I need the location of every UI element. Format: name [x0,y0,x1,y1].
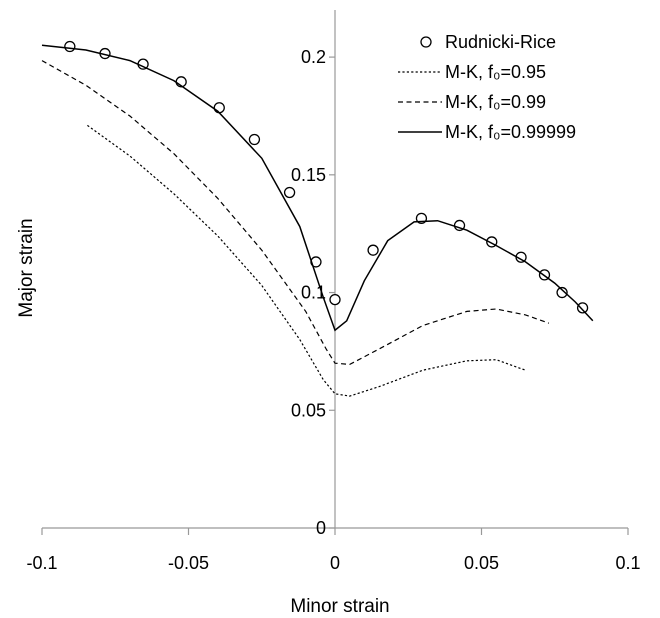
x-tick-label: 0.05 [464,553,499,573]
y-tick-label: 0.05 [291,400,326,420]
y-ticks: 00.050.10.150.2 [291,47,335,538]
series-line-1 [87,124,526,397]
rudnicki-rice-point [576,302,589,314]
x-tick-label: 0.1 [615,553,640,573]
legend-label: M-K, f₀=0.99999 [445,122,576,142]
y-tick-label: 0.2 [301,47,326,67]
y-tick-label: 0.15 [291,165,326,185]
x-ticks: -0.1 -0.05 0 0.05 0.1 [26,528,641,573]
rudnicki-rice-point [367,244,379,256]
series-line-3 [41,44,594,332]
x-axis-title: Minor strain [290,596,389,617]
rudnicki-rice-point [64,40,76,53]
legend-label: M-K, f₀=0.95 [445,62,546,82]
y-tick-label: 0 [316,518,326,538]
rudnicki-rice-point [283,186,296,199]
rudnicki-rice-point [556,286,568,299]
legend-marker [420,36,432,48]
rudnicki-rice-point [329,293,341,306]
y-axis-title: Major strain [16,218,37,317]
x-tick-label: 0 [330,553,340,573]
axes [42,10,628,529]
series-layer [41,40,594,397]
x-tick-label: -0.05 [168,553,209,573]
legend: Rudnicki-Rice M-K, f₀=0.95 M-K, f₀=0.99 M-K… [398,32,576,142]
rudnicki-rice-point [248,133,261,146]
x-tick-label: -0.1 [26,553,57,573]
legend-label: M-K, f₀=0.99 [445,92,546,112]
rudnicki-rice-point [213,102,225,114]
legend-label: Rudnicki-Rice [445,32,556,52]
series-line-2 [41,60,550,366]
